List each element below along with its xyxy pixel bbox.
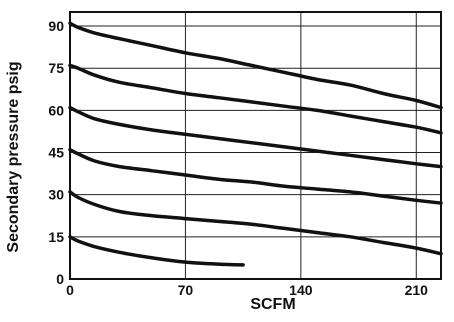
y-tick-labels: 0 15 30 45 60 75 90 [48, 18, 64, 287]
x-tick-label: 70 [178, 282, 194, 298]
x-tick-labels: 0 70 140 210 [66, 282, 428, 298]
x-tick-label: 140 [289, 282, 313, 298]
y-tick-label: 15 [48, 229, 64, 245]
y-tick-label: 75 [48, 60, 64, 76]
x-axis-label-wrap: SCFM [0, 296, 454, 314]
y-tick-label: 90 [48, 18, 64, 34]
y-tick-label: 0 [56, 271, 64, 287]
series-line-1 [68, 235, 245, 267]
series-line-2 [68, 190, 443, 256]
x-tick-label: 210 [405, 282, 429, 298]
series-line-3 [68, 147, 443, 205]
series-line-6 [68, 21, 443, 110]
x-axis-label: SCFM [250, 296, 296, 313]
series-group [68, 21, 443, 267]
series-line-5 [68, 63, 443, 135]
y-tick-label: 45 [48, 145, 64, 161]
grid-lines [70, 12, 441, 279]
y-tick-label: 30 [48, 187, 64, 203]
plot-frame [69, 11, 442, 280]
y-axis-label: Secondary pressure psig [5, 61, 22, 253]
x-tick-label: 0 [66, 282, 74, 298]
y-tick-label: 60 [48, 102, 64, 118]
series-line-4 [68, 105, 443, 169]
